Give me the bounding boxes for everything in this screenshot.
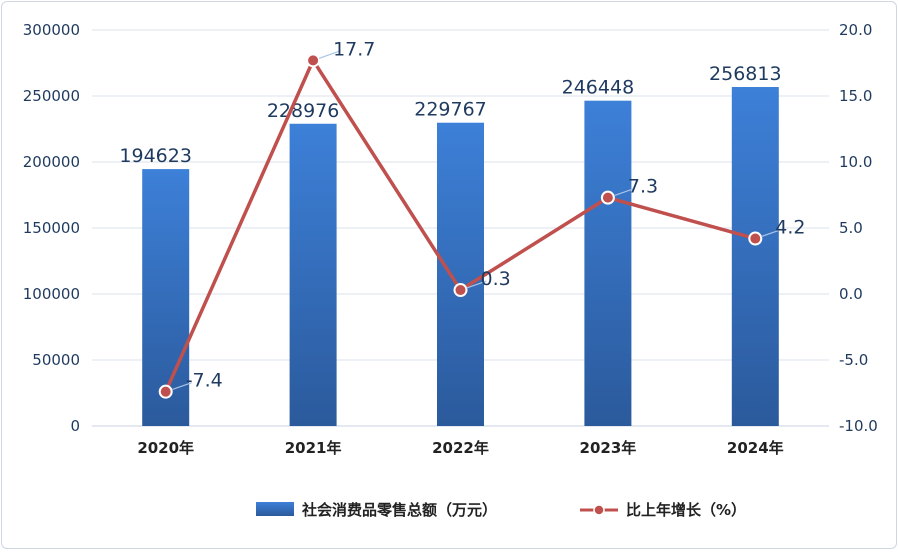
bar-data-label: 228976: [267, 100, 340, 122]
line-series: -7.4 17.7 0.3 7.3 4.2: [158, 38, 806, 399]
category-label: 2022年: [432, 439, 489, 457]
left-tick-label: 0: [70, 417, 80, 435]
left-tick-label: 100000: [23, 285, 80, 303]
left-tick-label: 50000: [32, 351, 80, 369]
legend-line-label: 比上年增长（%）: [626, 501, 746, 519]
line-label-leader: [466, 280, 487, 289]
bar: [289, 123, 337, 426]
left-axis: 0 50000 100000 150000 200000 250000 300000: [23, 21, 80, 435]
bar: [437, 122, 484, 427]
line-label-leader: [318, 50, 340, 59]
bar-data-label: 194623: [119, 145, 192, 167]
right-tick-label: 10.0: [839, 153, 872, 171]
line-data-label: 4.2: [775, 217, 805, 239]
line-label-leader: [613, 188, 635, 197]
legend-line-marker: [593, 504, 605, 516]
left-tick-label: 300000: [23, 21, 80, 39]
right-tick-label: 20.0: [839, 21, 872, 39]
bar-data-label: 229767: [414, 99, 487, 121]
line-label-leader: [761, 228, 782, 238]
bar-data-label: 246448: [562, 77, 635, 99]
right-tick-label: 0.0: [839, 285, 863, 303]
legend-bar-label: 社会消费品零售总额（万元）: [301, 501, 497, 519]
bar: [731, 87, 779, 427]
line-point: [453, 283, 468, 298]
category-label: 2021年: [285, 439, 342, 457]
line-data-label: -7.4: [186, 370, 223, 392]
category-label: 2020年: [137, 439, 194, 457]
left-tick-label: 250000: [23, 87, 80, 105]
category-axis: 2020年 2021年 2022年 2023年 2024年: [137, 439, 783, 457]
bar: [142, 169, 190, 426]
line-data-label: 17.7: [333, 38, 375, 60]
line-point: [600, 190, 615, 205]
left-tick-label: 150000: [23, 219, 80, 237]
right-tick-label: -10.0: [839, 417, 878, 435]
line-point: [748, 231, 763, 246]
line-point: [306, 53, 321, 68]
legend-bar-swatch: [256, 502, 294, 516]
right-tick-label: 15.0: [839, 87, 872, 105]
left-tick-label: 200000: [23, 153, 80, 171]
category-label: 2023年: [580, 439, 637, 457]
right-tick-label: -5.0: [839, 351, 868, 369]
right-axis: -10.0 -5.0 0.0 5.0 10.0 15.0 20.0: [839, 21, 878, 435]
line-data-label: 7.3: [628, 176, 658, 198]
category-label: 2024年: [727, 439, 784, 457]
line-data-label: 0.3: [481, 268, 511, 290]
line-point: [158, 384, 173, 399]
line-label-leader: [171, 382, 192, 391]
bar-data-label: 256813: [709, 63, 782, 85]
legend: 社会消费品零售总额（万元） 比上年增长（%）: [256, 501, 746, 519]
bar-series: 194623 228976 229767 246448 256813: [119, 63, 782, 427]
right-tick-label: 5.0: [839, 219, 863, 237]
bar: [584, 100, 632, 427]
